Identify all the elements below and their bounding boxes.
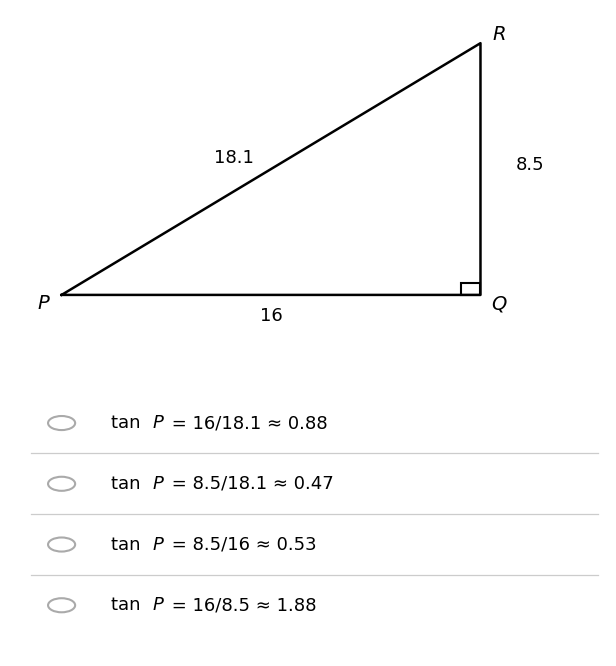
Text: P: P [153,414,164,432]
Text: tan: tan [111,535,146,553]
Text: R: R [492,25,506,44]
Text: = 8.5/18.1 ≈ 0.47: = 8.5/18.1 ≈ 0.47 [166,475,334,493]
Text: tan: tan [111,414,146,432]
Text: 18.1: 18.1 [214,149,254,167]
Text: = 16/8.5 ≈ 1.88: = 16/8.5 ≈ 1.88 [166,596,317,614]
Text: = 8.5/16 ≈ 0.53: = 8.5/16 ≈ 0.53 [166,535,317,553]
Text: 8.5: 8.5 [516,157,544,174]
Text: P: P [153,535,164,553]
Text: P: P [37,294,49,314]
Text: tan: tan [111,475,146,493]
Bar [461,284,480,295]
Text: tan: tan [111,596,146,614]
Text: P: P [153,596,164,614]
Text: 16: 16 [260,308,282,326]
Text: = 16/18.1 ≈ 0.88: = 16/18.1 ≈ 0.88 [166,414,328,432]
Text: P: P [153,475,164,493]
Text: Q: Q [492,294,506,314]
